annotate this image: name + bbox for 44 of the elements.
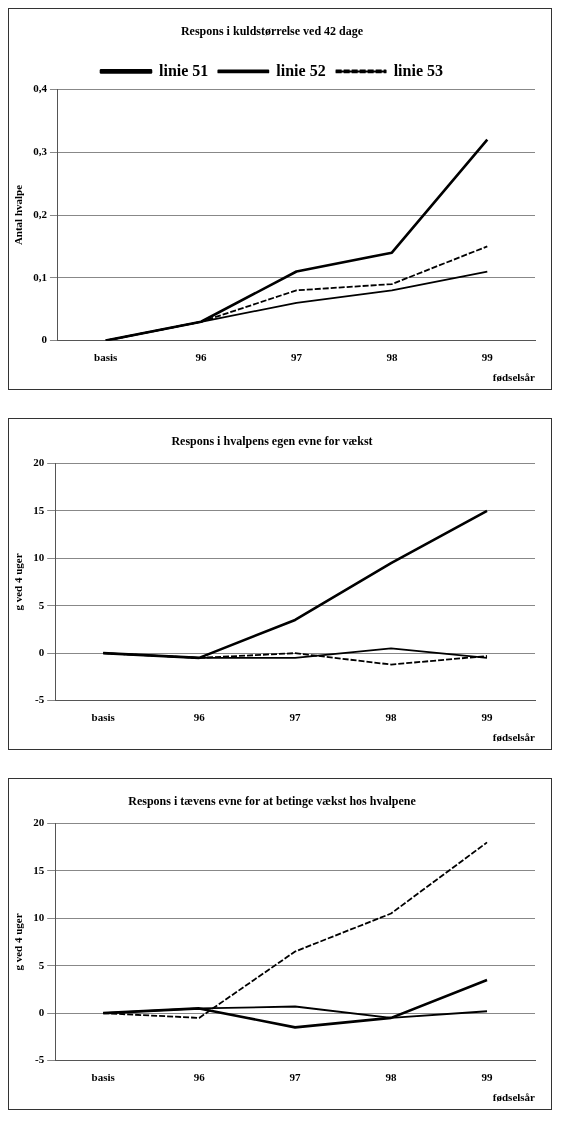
x-tick-label: 99 bbox=[481, 351, 494, 364]
legend-label: linie 52 bbox=[276, 61, 326, 79]
x-tick-label: 98 bbox=[385, 1071, 398, 1084]
x-tick-label: 96 bbox=[195, 351, 208, 364]
y-tick-label: -5 bbox=[35, 1053, 45, 1066]
y-tick-label: 15 bbox=[33, 863, 45, 876]
legend-label: linie 51 bbox=[159, 61, 209, 79]
y-axis-title: g ved 4 uger bbox=[12, 553, 25, 611]
chart-title: Respons i tævens evne for at betinge vækst hos hvalpene bbox=[128, 794, 417, 809]
y-tick-label: 0 bbox=[38, 1006, 45, 1018]
y-tick-label: 0 bbox=[38, 646, 45, 658]
y-tick-label: 0,4 bbox=[33, 82, 48, 95]
x-tick-label: 99 bbox=[481, 711, 494, 724]
x-axis-title: fødselsår bbox=[492, 371, 536, 384]
y-tick-label: 15 bbox=[33, 503, 45, 516]
x-tick-label: basis bbox=[91, 1071, 116, 1084]
y-tick-label: -5 bbox=[35, 693, 45, 706]
x-tick-label: basis bbox=[94, 351, 118, 364]
x-tick-label: 97 bbox=[289, 1071, 302, 1084]
y-tick-label: 0 bbox=[41, 333, 48, 346]
legend-label: linie 53 bbox=[393, 61, 444, 79]
x-tick-label: 97 bbox=[290, 351, 303, 364]
x-tick-label: 96 bbox=[193, 1071, 206, 1084]
y-tick-label: 0,1 bbox=[33, 270, 47, 283]
y-tick-label: 0,2 bbox=[33, 207, 48, 220]
y-axis-title: g ved 4 uger bbox=[12, 913, 25, 971]
y-axis-title: Antal hvalpe bbox=[12, 184, 25, 246]
y-tick-label: 20 bbox=[33, 816, 45, 829]
y-tick-label: 5 bbox=[38, 958, 45, 971]
x-tick-label: 98 bbox=[386, 351, 398, 364]
y-tick-label: 20 bbox=[33, 456, 45, 469]
chart-title: Respons i hvalpens egen evne for vækst bbox=[171, 434, 373, 449]
x-tick-label: 99 bbox=[481, 1071, 494, 1084]
chart-title: Respons i kuldstørrelse ved 42 dage bbox=[180, 24, 364, 39]
x-axis-title: fødselsår bbox=[492, 731, 536, 744]
y-tick-label: 10 bbox=[33, 911, 45, 924]
y-tick-label: 5 bbox=[38, 598, 45, 611]
x-tick-label: 98 bbox=[385, 711, 398, 724]
x-tick-label: 96 bbox=[193, 711, 206, 724]
y-tick-label: 10 bbox=[33, 551, 45, 564]
y-tick-label: 0,3 bbox=[33, 145, 48, 158]
x-tick-label: basis bbox=[91, 711, 116, 724]
x-tick-label: 97 bbox=[289, 711, 302, 724]
x-axis-title: fødselsår bbox=[492, 1091, 536, 1104]
